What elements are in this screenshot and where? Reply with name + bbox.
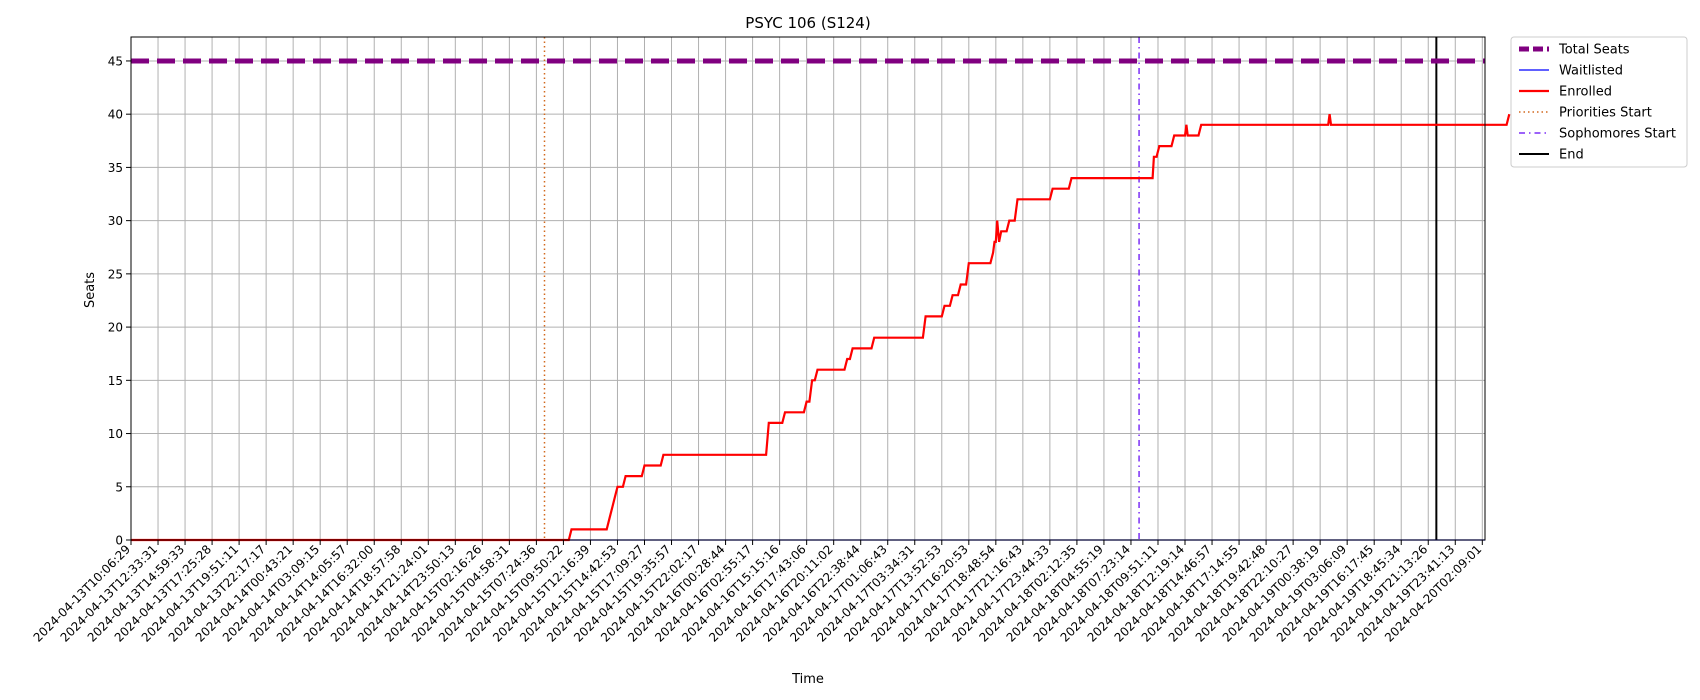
x-axis-label: Time: [791, 672, 824, 687]
y-axis-label: Seats: [83, 272, 98, 308]
y-tick-label: 30: [108, 214, 123, 228]
y-tick-label: 40: [108, 108, 123, 122]
legend-label: End: [1559, 148, 1584, 163]
enrolled-line: [131, 113, 1511, 542]
axes-layer: [126, 36, 1486, 545]
legend: Total Seats Waitlisted Enrolled Priorities …: [1510, 36, 1688, 168]
plot-frame: [130, 36, 1486, 541]
y-tick-label: 15: [108, 374, 123, 388]
legend-label: Waitlisted: [1559, 64, 1623, 79]
y-tick-label: 45: [108, 54, 123, 68]
y-tick-label: 25: [108, 267, 123, 281]
y-tick-label: 20: [108, 321, 123, 335]
legend-label: Sophomores Start: [1559, 127, 1676, 142]
y-tick-label: 0: [115, 534, 123, 548]
x-tick-labels: 2024-04-13T10:06:292024-04-13T12:33:3120…: [31, 542, 1485, 645]
y-tick-label: 5: [115, 480, 123, 494]
reference-lines: [543, 37, 1438, 540]
legend-label: Enrolled: [1559, 85, 1612, 100]
grid-layer: [130, 37, 1485, 541]
series-layer: [131, 58, 1511, 542]
legend-box: [1510, 36, 1688, 168]
y-tick-labels: 0 5 10 15 20 25 30 35 40 45: [108, 54, 123, 547]
chart-title: PSYC 106 (S124): [745, 14, 870, 32]
legend-label: Priorities Start: [1559, 106, 1652, 121]
y-tick-label: 10: [108, 427, 123, 441]
y-tick-label: 35: [108, 161, 123, 175]
legend-label: Total Seats: [1558, 43, 1630, 58]
